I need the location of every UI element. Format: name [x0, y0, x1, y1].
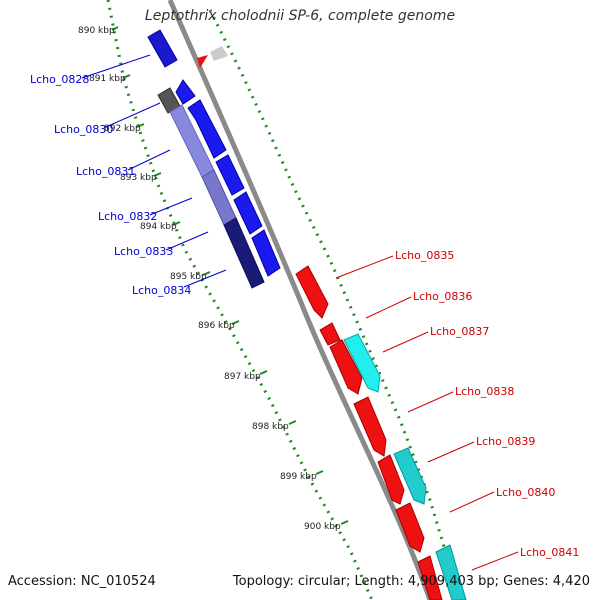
- gene-label[interactable]: Lcho_0838: [455, 385, 514, 398]
- tick-label: 890 kbp: [78, 26, 115, 36]
- tick-label: 898 kbp: [252, 422, 289, 432]
- gene-arrow: [343, 333, 381, 393]
- gene-arrow: [435, 544, 467, 600]
- gene-label[interactable]: Lcho_0840: [496, 486, 555, 499]
- gene-arrow: [395, 502, 425, 553]
- tick-label: 897 kbp: [224, 372, 261, 382]
- gene-arrow: [393, 447, 427, 505]
- gene-label[interactable]: Lcho_0839: [476, 435, 535, 448]
- forward-genes: [197, 46, 467, 600]
- tick-axis-track: [106, 0, 374, 600]
- tick-label: 895 kbp: [170, 272, 207, 282]
- tick-label: 894 kbp: [140, 222, 177, 232]
- gene-label[interactable]: Lcho_0837: [430, 325, 489, 338]
- genome-backbone: [167, 0, 433, 600]
- gene-arrow: [223, 217, 265, 289]
- gene-arrow: [210, 46, 228, 61]
- tick-label: 891 kbp: [89, 74, 126, 84]
- gene-arrow: [329, 339, 363, 395]
- gene-arrow: [215, 154, 245, 196]
- gene-label[interactable]: Lcho_0828: [30, 73, 89, 86]
- gene-label[interactable]: Lcho_0832: [98, 210, 157, 223]
- gene-label[interactable]: Lcho_0835: [395, 249, 454, 262]
- gene-track-dotted: [208, 9, 462, 600]
- gene-arrow: [377, 454, 405, 505]
- gene-label[interactable]: Lcho_0830: [54, 123, 113, 136]
- tick-label: 899 kbp: [280, 472, 317, 482]
- tick-label: 892 kbp: [104, 124, 141, 134]
- gene-arrow: [187, 99, 227, 159]
- gene-arrow: [233, 191, 263, 235]
- gene-label[interactable]: Lcho_0833: [114, 245, 173, 258]
- gene-arrow: [175, 79, 196, 105]
- reverse-gene-labels: Lcho_0828 Lcho_0830 Lcho_0831 Lcho_0832 …: [30, 54, 227, 297]
- gene-arrow: [251, 229, 281, 277]
- tick-label: 900 kbp: [304, 522, 341, 532]
- map-title: Leptothrix cholodnii SP-6, complete geno…: [144, 8, 456, 24]
- gene-arrow: [147, 29, 178, 68]
- accession-text: Accession: NC_010524: [8, 574, 156, 589]
- gene-label[interactable]: Lcho_0831: [76, 165, 135, 178]
- gene-label[interactable]: Lcho_0841: [520, 546, 579, 559]
- gene-arrow: [353, 396, 387, 457]
- tick-marks: [111, 26, 349, 525]
- gene-label[interactable]: Lcho_0834: [132, 284, 191, 297]
- gene-arrow: [417, 555, 443, 600]
- tick-label: 896 kbp: [198, 321, 235, 331]
- gene-arrow: [319, 322, 341, 346]
- tick-label: 893 kbp: [120, 173, 157, 183]
- reverse-genes: [147, 29, 281, 289]
- gene-arrow: [295, 265, 329, 319]
- genome-summary-text: Topology: circular; Length: 4,909,403 bp…: [232, 574, 590, 589]
- forward-gene-labels: Lcho_0835 Lcho_0836 Lcho_0837 Lcho_0838 …: [335, 249, 579, 571]
- gene-label[interactable]: Lcho_0836: [413, 290, 472, 303]
- tick-labels: 890 kbp 891 kbp 892 kbp 893 kbp 894 kbp …: [78, 26, 341, 532]
- gene-arrow: [197, 55, 208, 68]
